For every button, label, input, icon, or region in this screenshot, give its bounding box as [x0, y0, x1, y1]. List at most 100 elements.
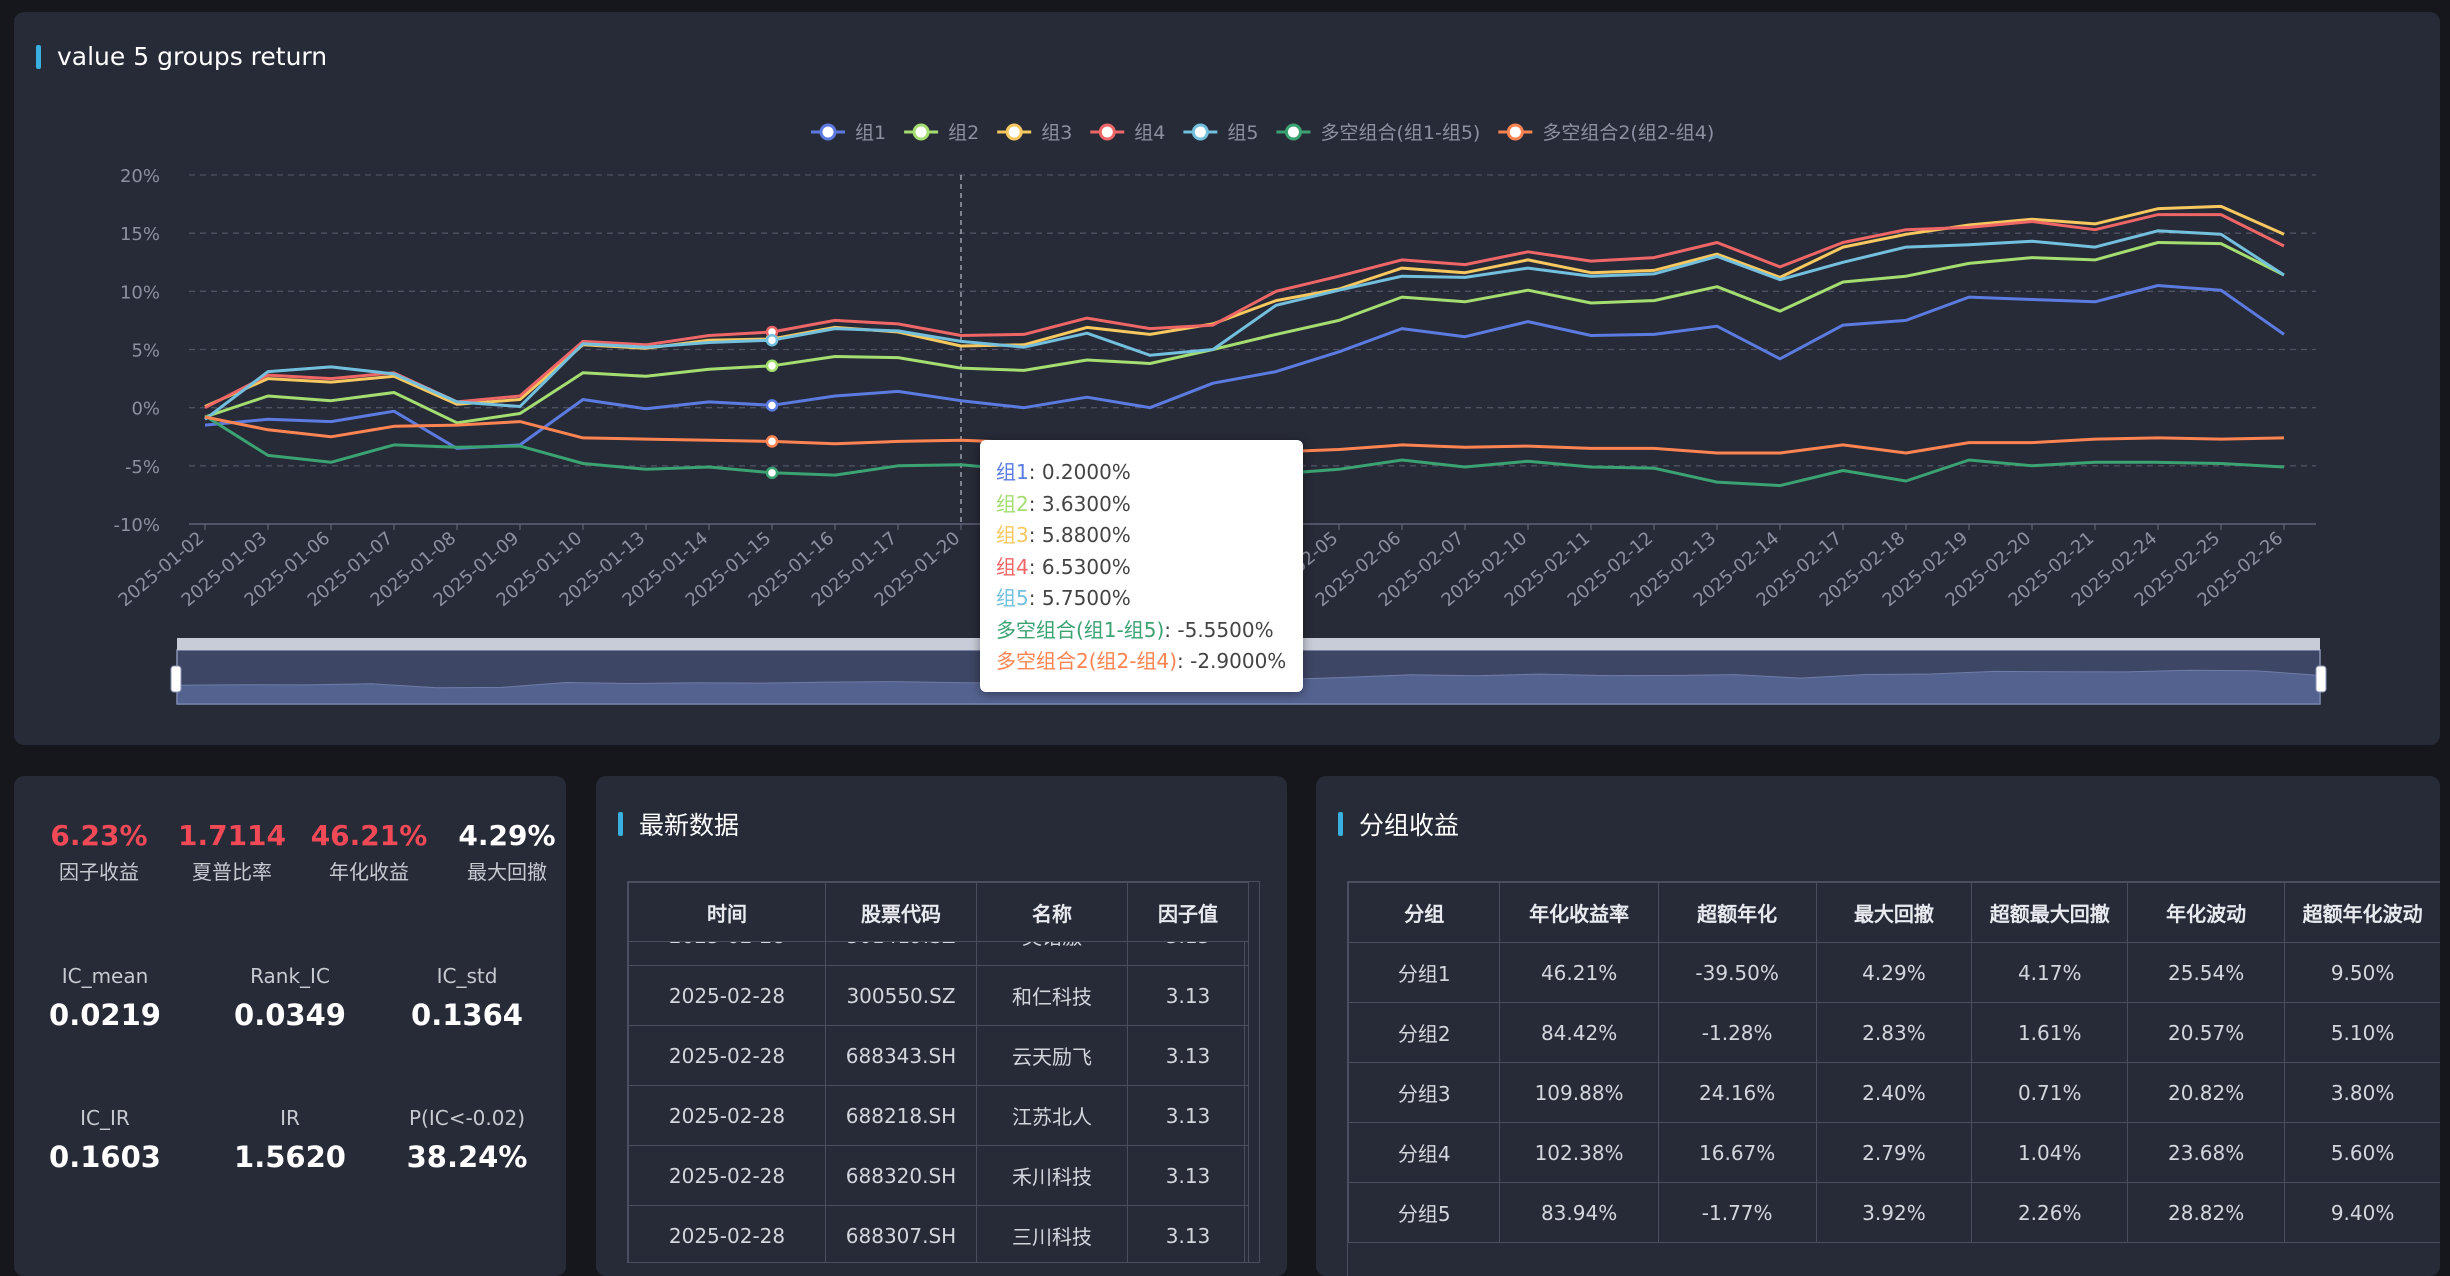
table-cell: 9.40% — [2284, 1182, 2440, 1243]
legend-label-6[interactable]: 多空组合(组1-组5) — [1320, 122, 1480, 144]
column-header-time[interactable]: 时间 — [628, 882, 826, 942]
table-cell: 5.60% — [2284, 1122, 2440, 1183]
p-ic-label: P(IC<-0.02) — [408, 1106, 526, 1130]
latest-data-table[interactable]: 时间 股票代码 名称 因子值 2025-02-28301419.SZ英诺激3.1… — [627, 881, 1260, 1263]
table-cell: 109.88% — [1499, 1062, 1659, 1123]
table-row[interactable]: 2025-02-28 688320.SH 禾川科技 3.13 — [628, 1145, 1249, 1206]
table-cell: 3.13 — [1127, 940, 1249, 966]
table-cell: 688307.SH — [825, 1205, 977, 1262]
column-header[interactable]: 超额最大回撤 — [1971, 882, 2129, 943]
group-returns-table[interactable]: 分组 年化收益率 超额年化 最大回撤 超额最大回撤 年化波动 超额年化波动 分组1 46.21… — [1347, 881, 2440, 1276]
sharpe-label: 夏普比率 — [192, 860, 272, 884]
datazoom-handle-right[interactable] — [2315, 665, 2327, 693]
tooltip-series-name: 组2 — [996, 491, 1029, 516]
table-cell: 江苏北人 — [976, 1085, 1128, 1146]
tooltip-value: : -2.9000% — [1177, 649, 1287, 673]
table-row[interactable]: 分组3 109.88% 24.16% 2.40% 0.71% 20.82% 3.80% — [1348, 1062, 2440, 1123]
tooltip-series-name: 多空组合(组1-组5) — [996, 617, 1165, 642]
column-header-name[interactable]: 名称 — [976, 882, 1128, 942]
legend-marker-4 — [1098, 123, 1116, 141]
table-row[interactable]: 2025-02-28 688307.SH 三川科技 3.13 — [628, 1205, 1249, 1262]
p-ic-value: 38.24% — [406, 1140, 528, 1174]
p-ic-stat: P(IC<-0.02) 38.24% — [382, 1106, 552, 1174]
legend-marker-1 — [819, 123, 837, 141]
table-cell: 分组4 — [1348, 1122, 1501, 1183]
legend-label-7[interactable]: 多空组合2(组2-组4) — [1542, 122, 1714, 144]
tooltip-row: 组4: 6.5300% — [996, 552, 1303, 584]
table-cell: 24.16% — [1657, 1062, 1817, 1123]
latest-data-scrollbar[interactable] — [1244, 940, 1259, 1262]
table-cell: 3.13 — [1127, 965, 1249, 1026]
table-cell: 英诺激 — [976, 940, 1128, 966]
table-row[interactable]: 2025-02-28301419.SZ英诺激3.13 — [628, 940, 1249, 966]
datazoom-handle-left[interactable] — [170, 665, 182, 693]
tooltip-row: 多空组合2(组2-组4): -2.9000% — [996, 646, 1303, 678]
chart-tooltip: 组1: 0.2000% 组2: 3.6300% 组3: 5.8800% 组4: 6.5… — [980, 440, 1303, 692]
table-cell: -1.77% — [1657, 1182, 1817, 1243]
table-cell: 2025-02-28 — [628, 965, 826, 1026]
legend-label-5[interactable]: 组5 — [1227, 122, 1258, 144]
legend-label-3[interactable]: 组3 — [1041, 122, 1072, 144]
column-header[interactable]: 年化收益率 — [1499, 882, 1659, 943]
rank-ic-label: Rank_IC — [250, 964, 330, 988]
latest-data-body[interactable]: 2025-02-28301419.SZ英诺激3.132025-02-283005… — [628, 940, 1259, 1262]
tooltip-value: : 5.7500% — [1028, 586, 1131, 610]
table-cell: 20.57% — [2127, 1002, 2286, 1063]
series-line-5 — [204, 229, 2285, 421]
rank-ic-value: 0.0349 — [234, 998, 346, 1032]
table-row[interactable]: 分组4 102.38% 16.67% 2.79% 1.04% 23.68% 5.60% — [1348, 1122, 2440, 1183]
tooltip-value: : 6.5300% — [1028, 554, 1131, 579]
table-cell: 23.68% — [2127, 1122, 2286, 1183]
ic-std-stat: IC_std 0.1364 — [382, 964, 552, 1032]
column-header[interactable]: 分组 — [1348, 882, 1501, 943]
latest-data-title: 最新数据 — [618, 806, 739, 842]
table-row[interactable]: 分组1 46.21% -39.50% 4.29% 4.17% 25.54% 9.50% — [1348, 942, 2440, 1003]
latest-data-header: 时间 股票代码 名称 因子值 — [628, 882, 1249, 942]
ic-ir-value: 0.1603 — [49, 1140, 161, 1174]
ic-ir-stat: IC_IR 0.1603 — [20, 1106, 190, 1174]
legend-label-1[interactable]: 组1 — [855, 122, 886, 144]
table-cell: 102.38% — [1499, 1122, 1659, 1183]
legend-label-4[interactable]: 组4 — [1134, 122, 1165, 144]
column-header-code[interactable]: 股票代码 — [825, 882, 977, 942]
table-cell: 2.83% — [1815, 1002, 1973, 1063]
table-cell: 83.94% — [1499, 1182, 1659, 1243]
table-cell: 2025-02-28 — [628, 1145, 826, 1206]
table-row[interactable]: 分组5 83.94% -1.77% 3.92% 2.26% 28.82% 9.40% — [1348, 1182, 2440, 1243]
table-row[interactable]: 2025-02-28 688218.SH 江苏北人 3.13 — [628, 1085, 1249, 1146]
series-line-2 — [204, 241, 2285, 425]
table-cell: 分组1 — [1348, 942, 1501, 1003]
table-cell: 46.21% — [1499, 942, 1659, 1003]
table-cell: 3.13 — [1127, 1145, 1249, 1206]
ir-label: IR — [280, 1106, 300, 1130]
ic-std-label: IC_std — [436, 964, 498, 988]
tooltip-row: 组3: 5.8800% — [996, 520, 1303, 552]
column-header[interactable]: 超额年化波动 — [2284, 882, 2440, 943]
table-cell: 禾川科技 — [976, 1145, 1128, 1206]
tooltip-series-name: 组5 — [996, 586, 1029, 610]
table-cell: 300550.SZ — [825, 965, 977, 1026]
table-cell: 0.71% — [1971, 1062, 2129, 1123]
y-tick-label: -5% — [125, 457, 160, 478]
column-header[interactable]: 最大回撤 — [1815, 882, 1973, 943]
table-cell: 25.54% — [2127, 942, 2286, 1003]
table-cell: 和仁科技 — [976, 965, 1128, 1026]
column-header[interactable]: 超额年化 — [1657, 882, 1817, 943]
table-cell: 1.04% — [1971, 1122, 2129, 1183]
table-cell: 2025-02-28 — [628, 1205, 826, 1262]
table-cell: 2025-02-28 — [628, 940, 826, 966]
column-header[interactable]: 年化波动 — [2127, 882, 2286, 943]
column-header-factor[interactable]: 因子值 — [1127, 882, 1249, 942]
legend-marker-7 — [1506, 123, 1524, 141]
legend-label-2[interactable]: 组2 — [948, 122, 979, 144]
table-row[interactable]: 分组2 84.42% -1.28% 2.83% 1.61% 20.57% 5.10% — [1348, 1002, 2440, 1063]
legend-marker-6 — [1284, 123, 1302, 141]
sharpe-stat: 1.7114 夏普比率 — [157, 819, 307, 885]
table-row[interactable]: 2025-02-28 300550.SZ 和仁科技 3.13 — [628, 965, 1249, 1026]
rank-ic-stat: Rank_IC 0.0349 — [205, 964, 375, 1032]
group-returns-title: 分组收益 — [1338, 806, 1459, 842]
table-cell: 3.13 — [1127, 1085, 1249, 1146]
table-row[interactable]: 2025-02-28 688343.SH 云天励飞 3.13 — [628, 1025, 1249, 1086]
table-cell: 301419.SZ — [825, 940, 977, 966]
title-accent-bar — [618, 812, 623, 836]
